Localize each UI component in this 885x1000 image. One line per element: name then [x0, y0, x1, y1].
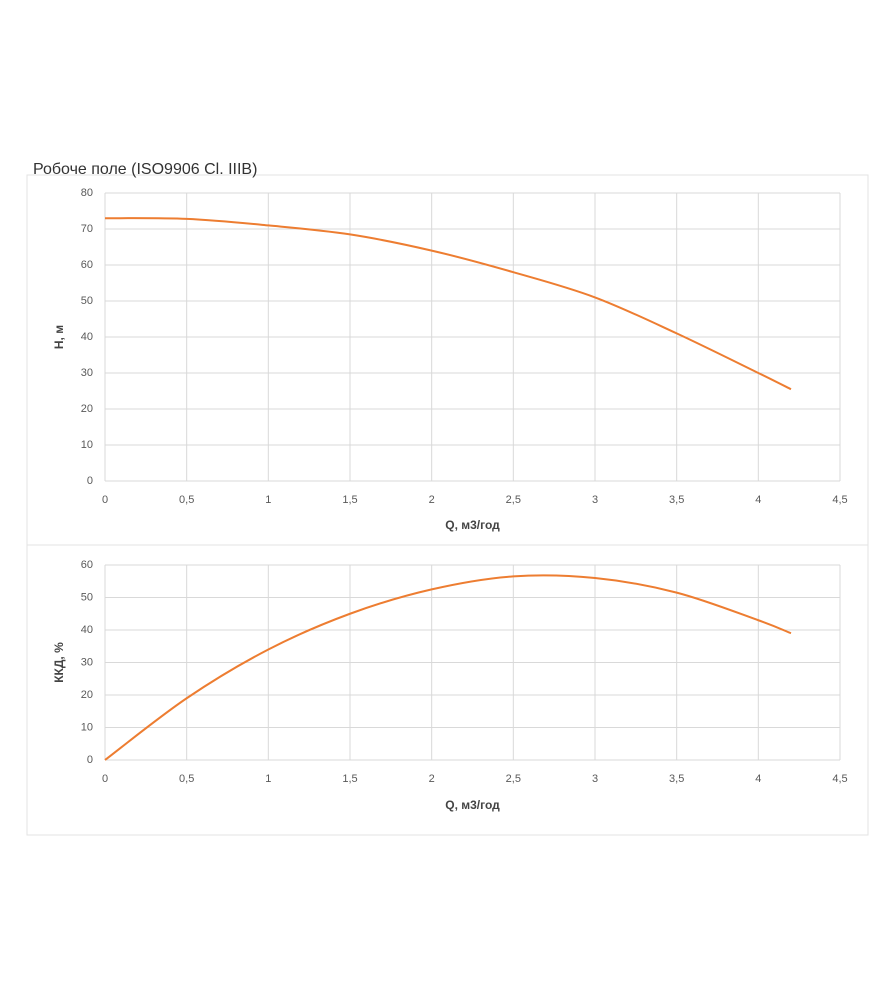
data-line [104, 217, 792, 391]
x-tick-label: 4 [755, 773, 761, 785]
x-tick-label: 2,5 [506, 773, 521, 785]
y-tick-label: 30 [81, 656, 93, 668]
x-tick-label: 0 [102, 773, 108, 785]
x-tick-label: 1 [265, 773, 271, 785]
y-tick-label: 40 [81, 331, 93, 343]
y-tick-label: 20 [81, 689, 93, 701]
x-tick-label: 4,5 [832, 773, 847, 785]
x-axis-title: Q, м3/год [445, 798, 500, 812]
chart-title: Робоче поле (ISO9906 Cl. IIIB) [33, 161, 257, 178]
x-tick-label: 0,5 [179, 494, 194, 506]
data-line [104, 574, 792, 761]
x-tick-label: 1,5 [342, 494, 357, 506]
y-tick-label: 60 [81, 259, 93, 271]
x-tick-label: 4,5 [832, 494, 847, 506]
x-tick-label: 3 [592, 773, 598, 785]
x-tick-label: 3 [592, 494, 598, 506]
x-tick-label: 3,5 [669, 494, 684, 506]
chart-frame [26, 544, 869, 836]
x-tick-label: 0 [102, 494, 108, 506]
y-axis-title: H, м [52, 325, 66, 349]
y-tick-label: 40 [81, 624, 93, 636]
y-tick-label: 60 [81, 559, 93, 571]
y-tick-label: 30 [81, 367, 93, 379]
y-tick-label: 0 [87, 754, 93, 766]
y-tick-label: 80 [81, 187, 93, 199]
x-tick-label: 2,5 [506, 494, 521, 506]
y-tick-label: 50 [81, 591, 93, 603]
y-tick-label: 10 [81, 439, 93, 451]
x-tick-label: 0,5 [179, 773, 194, 785]
x-tick-label: 2 [429, 773, 435, 785]
y-tick-label: 0 [87, 475, 93, 487]
x-tick-label: 1,5 [342, 773, 357, 785]
x-tick-label: 1 [265, 494, 271, 506]
y-axis-title: ККД, % [52, 642, 66, 683]
y-tick-label: 70 [81, 223, 93, 235]
x-tick-label: 4 [755, 494, 761, 506]
y-tick-label: 20 [81, 403, 93, 415]
x-tick-label: 2 [429, 494, 435, 506]
x-tick-label: 3,5 [669, 773, 684, 785]
x-axis-title: Q, м3/год [445, 518, 500, 532]
y-tick-label: 50 [81, 295, 93, 307]
y-tick-label: 10 [81, 721, 93, 733]
